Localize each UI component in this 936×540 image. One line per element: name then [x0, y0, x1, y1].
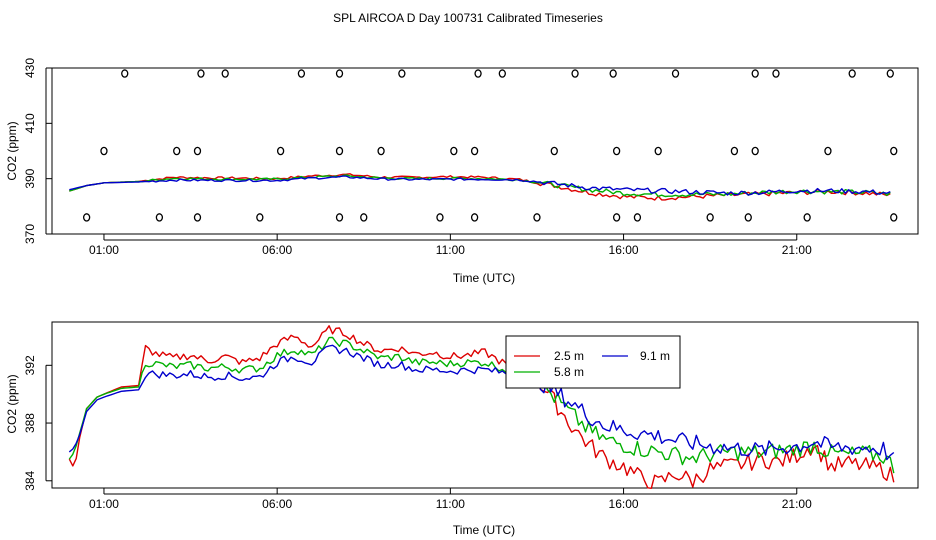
legend-box	[505, 335, 681, 389]
top-series	[69, 173, 891, 201]
marker-point	[550, 146, 558, 156]
marker-point	[193, 146, 202, 156]
x-tick-label: 21:00	[782, 243, 812, 257]
marker-point	[848, 69, 856, 78]
marker-point	[398, 69, 406, 78]
top-panel: 370 390 410 430 01:00 06:00 11:00 16:00 21:00 T…	[5, 58, 919, 285]
marker-point	[276, 146, 285, 156]
marker-point	[751, 146, 759, 156]
marker-point	[197, 69, 205, 78]
legend-label-2.5m: 2.5 m	[554, 349, 584, 363]
marker-point	[772, 69, 780, 78]
y-tick-label: 390	[23, 168, 37, 188]
x-tick-label: 06:00	[262, 243, 292, 257]
x-tick-label: 16:00	[609, 243, 639, 257]
top-x-axis-label: Time (UTC)	[453, 271, 515, 285]
marker-point	[470, 146, 479, 156]
marker-point	[671, 69, 680, 78]
marker-point	[335, 146, 344, 156]
bottom-x-axis-label: Time (UTC)	[453, 523, 515, 537]
marker-point	[256, 213, 264, 222]
marker-point	[155, 213, 164, 222]
series-line-2.5m	[68, 325, 895, 489]
marker-point	[654, 146, 662, 156]
x-tick-label: 01:00	[89, 243, 119, 257]
bottom-plot-frame	[51, 321, 919, 489]
legend-label-9.1m: 9.1 m	[640, 349, 670, 363]
marker-point	[377, 146, 385, 156]
top-x-axis: 01:00 06:00 11:00 16:00 21:00	[89, 234, 812, 257]
y-tick-label: 388	[23, 413, 37, 433]
bottom-x-axis: 01:00 06:00 11:00 16:00 21:00	[89, 488, 812, 511]
marker-point	[533, 213, 541, 222]
marker-point	[612, 213, 621, 222]
marker-point	[609, 69, 617, 78]
series-line-9.1m	[68, 344, 895, 461]
bottom-y-axis: 384 388 392	[23, 355, 52, 491]
marker-point	[436, 213, 444, 222]
x-tick-label: 01:00	[89, 497, 119, 511]
marker-point	[890, 213, 898, 222]
marker-point	[706, 213, 714, 222]
marker-point	[450, 146, 458, 156]
marker-point	[474, 69, 482, 78]
bottom-series	[68, 325, 895, 489]
marker-point	[297, 69, 306, 78]
top-markers	[82, 69, 898, 222]
y-tick-label: 370	[23, 224, 37, 244]
x-tick-label: 16:00	[609, 497, 639, 511]
y-tick-label: 430	[23, 58, 37, 78]
marker-point	[82, 213, 91, 222]
top-plot-frame	[51, 67, 919, 235]
figure-title: SPL AIRCOA D Day 100731 Calibrated Times…	[333, 11, 603, 25]
marker-point	[470, 213, 479, 222]
legend-label-5.8m: 5.8 m	[554, 365, 584, 379]
marker-point	[100, 146, 108, 156]
marker-point	[633, 213, 642, 222]
series-line-2.5m	[69, 173, 891, 201]
bottom-panel: 384 388 392 01:00 06:00 11:00 16:00 21:00 Time…	[5, 321, 919, 537]
marker-point	[744, 213, 752, 222]
top-y-axis: 370 390 410 430	[23, 58, 52, 244]
marker-point	[571, 69, 579, 78]
marker-point	[335, 69, 344, 78]
marker-point	[824, 146, 832, 156]
x-tick-label: 11:00	[436, 497, 465, 511]
series-line-9.1m	[69, 175, 891, 196]
y-tick-label: 392	[23, 355, 37, 375]
marker-point	[886, 69, 894, 78]
x-tick-label: 21:00	[782, 497, 812, 511]
marker-point	[335, 213, 344, 222]
marker-point	[612, 146, 621, 156]
series-line-5.8m	[69, 174, 891, 198]
top-y-axis-label: CO2 (ppm)	[5, 121, 19, 180]
marker-point	[890, 146, 898, 156]
marker-point	[730, 146, 739, 156]
marker-point	[121, 69, 129, 78]
marker-point	[498, 69, 506, 78]
legend: 2.5 m 5.8 m 9.1 m	[505, 335, 681, 389]
series-line-5.8m	[68, 336, 895, 474]
y-tick-label: 384	[23, 470, 37, 490]
marker-point	[193, 213, 202, 222]
marker-point	[173, 146, 181, 156]
x-tick-label: 11:00	[436, 243, 465, 257]
x-tick-label: 06:00	[262, 497, 292, 511]
marker-point	[221, 69, 229, 78]
marker-point	[803, 213, 811, 222]
marker-point	[360, 213, 368, 222]
bottom-y-axis-label: CO2 (ppm)	[5, 374, 19, 433]
marker-point	[751, 69, 759, 78]
y-tick-label: 410	[23, 113, 37, 133]
